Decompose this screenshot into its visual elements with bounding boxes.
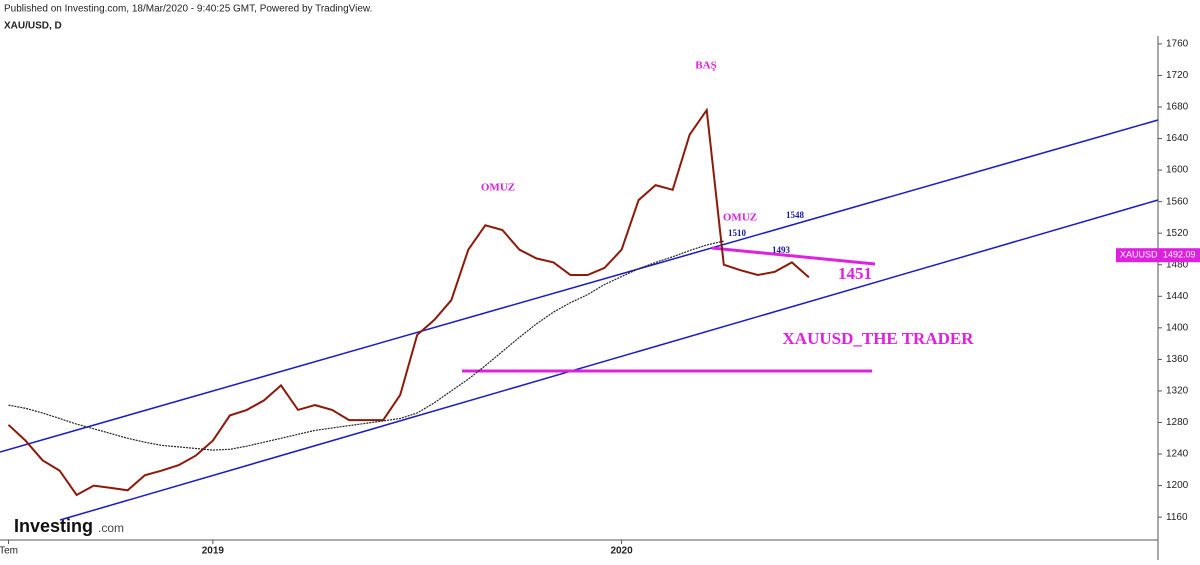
annotation: XAUUSD_THE TRADER — [783, 329, 975, 348]
annotation: 1451 — [838, 264, 872, 283]
price-tag — [1116, 248, 1200, 263]
y-tick-label: 1400 — [1166, 322, 1189, 333]
annotation: 1493 — [772, 245, 791, 255]
y-tick-label: 1280 — [1166, 417, 1189, 428]
annotation: BAŞ — [695, 60, 716, 72]
moving-average — [8, 240, 724, 451]
y-tick-label: 1680 — [1166, 102, 1189, 113]
y-tick-label: 1320 — [1166, 386, 1189, 397]
annotation: 1510 — [728, 228, 747, 238]
channel-upper — [0, 119, 1159, 453]
y-tick-label: 1560 — [1166, 196, 1189, 207]
x-tick-label: Tem — [0, 546, 18, 557]
y-tick-label: 1200 — [1166, 480, 1189, 491]
x-tick-label: 2020 — [610, 546, 633, 557]
logo-suffix: .com — [98, 521, 124, 535]
y-tick-label: 1760 — [1166, 39, 1189, 50]
y-tick-label: 1720 — [1166, 70, 1189, 81]
y-tick-label: 1240 — [1166, 449, 1189, 460]
y-tick-label: 1160 — [1166, 512, 1188, 523]
annotation: OMUZ — [723, 212, 757, 224]
price-tag-value: 1492.09 — [1163, 250, 1196, 260]
symbol: XAU/USD, D — [4, 21, 62, 32]
trend-line — [711, 246, 876, 266]
y-tick-label: 1360 — [1166, 354, 1189, 365]
price-tag-name: XAUUSD — [1120, 250, 1158, 260]
channel-lower — [59, 199, 1159, 521]
y-tick-label: 1520 — [1166, 228, 1189, 239]
y-tick-label: 1480 — [1166, 259, 1189, 270]
y-tick-label: 1600 — [1166, 165, 1189, 176]
logo-brand: Investing — [14, 516, 93, 536]
annotation: OMUZ — [481, 182, 515, 194]
published-note: Published on Investing.com, 18/Mar/2020 … — [4, 4, 372, 15]
price-line — [7, 107, 810, 497]
y-tick-label: 1640 — [1166, 133, 1189, 144]
x-tick-label: 2019 — [202, 546, 225, 557]
y-tick-label: 1440 — [1166, 291, 1189, 302]
annotation: 1548 — [786, 210, 805, 220]
